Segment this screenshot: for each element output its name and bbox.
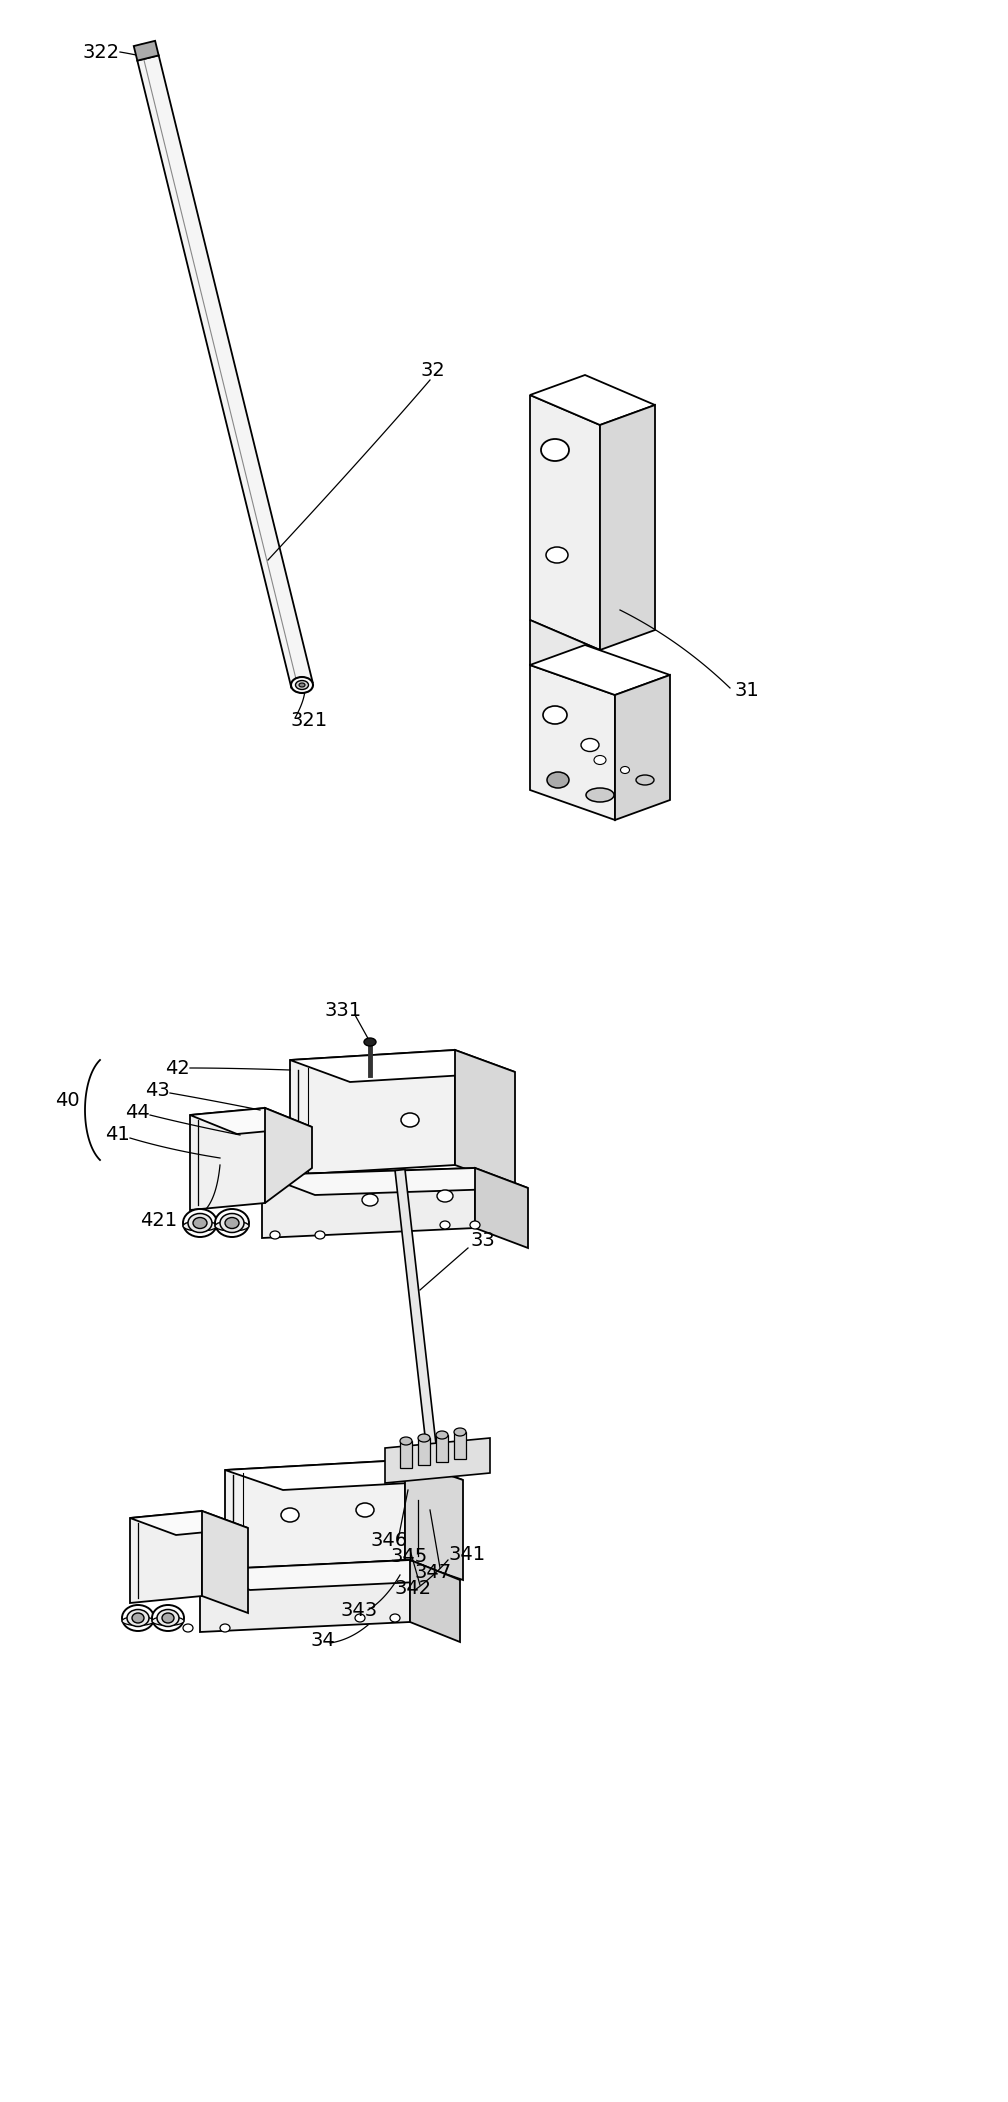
Ellipse shape xyxy=(291,677,313,694)
Text: 321: 321 xyxy=(290,710,328,729)
Polygon shape xyxy=(290,1051,455,1175)
Polygon shape xyxy=(134,40,158,61)
Ellipse shape xyxy=(543,706,566,723)
Polygon shape xyxy=(405,1461,463,1581)
Ellipse shape xyxy=(295,681,308,689)
Polygon shape xyxy=(395,1169,439,1480)
Ellipse shape xyxy=(183,1209,217,1236)
Ellipse shape xyxy=(162,1612,174,1623)
Polygon shape xyxy=(530,374,655,425)
Ellipse shape xyxy=(127,1610,149,1627)
Ellipse shape xyxy=(157,1610,179,1627)
Polygon shape xyxy=(262,1169,475,1238)
Polygon shape xyxy=(290,1051,515,1083)
Polygon shape xyxy=(530,664,615,820)
Text: 421: 421 xyxy=(140,1211,177,1230)
Ellipse shape xyxy=(215,1221,249,1232)
Polygon shape xyxy=(530,645,670,696)
Text: 31: 31 xyxy=(735,681,760,700)
Ellipse shape xyxy=(401,1112,419,1127)
Ellipse shape xyxy=(362,1194,378,1207)
Ellipse shape xyxy=(355,1614,365,1623)
Ellipse shape xyxy=(270,1232,280,1238)
Text: 331: 331 xyxy=(325,1001,362,1019)
Ellipse shape xyxy=(183,1625,193,1631)
Polygon shape xyxy=(600,406,655,650)
Ellipse shape xyxy=(636,776,654,784)
Polygon shape xyxy=(200,1560,460,1589)
Polygon shape xyxy=(418,1438,430,1465)
Polygon shape xyxy=(130,1511,202,1604)
Ellipse shape xyxy=(581,738,599,753)
Polygon shape xyxy=(436,1436,448,1463)
Ellipse shape xyxy=(547,771,569,788)
Text: 40: 40 xyxy=(55,1091,80,1110)
Text: 341: 341 xyxy=(448,1545,485,1564)
Text: 345: 345 xyxy=(390,1547,427,1566)
Polygon shape xyxy=(137,55,312,687)
Ellipse shape xyxy=(152,1616,184,1625)
Text: 42: 42 xyxy=(165,1059,190,1078)
Ellipse shape xyxy=(122,1606,154,1631)
Polygon shape xyxy=(454,1431,466,1459)
Ellipse shape xyxy=(594,755,606,765)
Polygon shape xyxy=(190,1108,265,1211)
Ellipse shape xyxy=(541,439,569,460)
Polygon shape xyxy=(265,1108,312,1202)
Text: 346: 346 xyxy=(370,1530,407,1549)
Text: 342: 342 xyxy=(395,1579,432,1598)
Ellipse shape xyxy=(183,1221,217,1232)
Polygon shape xyxy=(225,1461,405,1570)
Polygon shape xyxy=(475,1169,528,1249)
Text: 44: 44 xyxy=(125,1104,150,1122)
Ellipse shape xyxy=(220,1625,230,1631)
Ellipse shape xyxy=(193,1217,207,1228)
Text: 43: 43 xyxy=(145,1080,169,1099)
Polygon shape xyxy=(530,620,600,681)
Text: 41: 41 xyxy=(105,1125,130,1143)
Polygon shape xyxy=(455,1051,515,1188)
Polygon shape xyxy=(530,395,600,650)
Text: 347: 347 xyxy=(415,1562,453,1581)
Ellipse shape xyxy=(314,1232,325,1238)
Ellipse shape xyxy=(281,1507,299,1522)
Polygon shape xyxy=(130,1511,248,1534)
Ellipse shape xyxy=(470,1221,480,1230)
Ellipse shape xyxy=(390,1614,400,1623)
Ellipse shape xyxy=(418,1434,430,1442)
Ellipse shape xyxy=(132,1612,144,1623)
Text: 33: 33 xyxy=(470,1230,495,1249)
Ellipse shape xyxy=(437,1190,453,1202)
Ellipse shape xyxy=(436,1431,448,1440)
Text: 343: 343 xyxy=(340,1600,377,1619)
Ellipse shape xyxy=(220,1213,244,1232)
Polygon shape xyxy=(202,1511,248,1612)
Polygon shape xyxy=(225,1461,463,1490)
Text: 34: 34 xyxy=(310,1631,335,1650)
Ellipse shape xyxy=(299,683,305,687)
Ellipse shape xyxy=(122,1616,154,1625)
Ellipse shape xyxy=(586,788,614,803)
Polygon shape xyxy=(400,1442,412,1467)
Ellipse shape xyxy=(152,1606,184,1631)
Polygon shape xyxy=(410,1560,460,1642)
Polygon shape xyxy=(385,1438,490,1484)
Ellipse shape xyxy=(454,1427,466,1436)
Ellipse shape xyxy=(215,1209,249,1236)
Ellipse shape xyxy=(546,547,568,563)
Polygon shape xyxy=(200,1560,410,1631)
Ellipse shape xyxy=(225,1217,239,1228)
Ellipse shape xyxy=(356,1503,374,1518)
Polygon shape xyxy=(615,675,670,820)
Polygon shape xyxy=(262,1169,528,1196)
Ellipse shape xyxy=(400,1438,412,1444)
Ellipse shape xyxy=(364,1038,376,1047)
Text: 322: 322 xyxy=(82,42,119,61)
Text: 32: 32 xyxy=(420,362,445,380)
Ellipse shape xyxy=(188,1213,212,1232)
Ellipse shape xyxy=(621,767,630,774)
Ellipse shape xyxy=(440,1221,450,1230)
Polygon shape xyxy=(190,1108,312,1133)
